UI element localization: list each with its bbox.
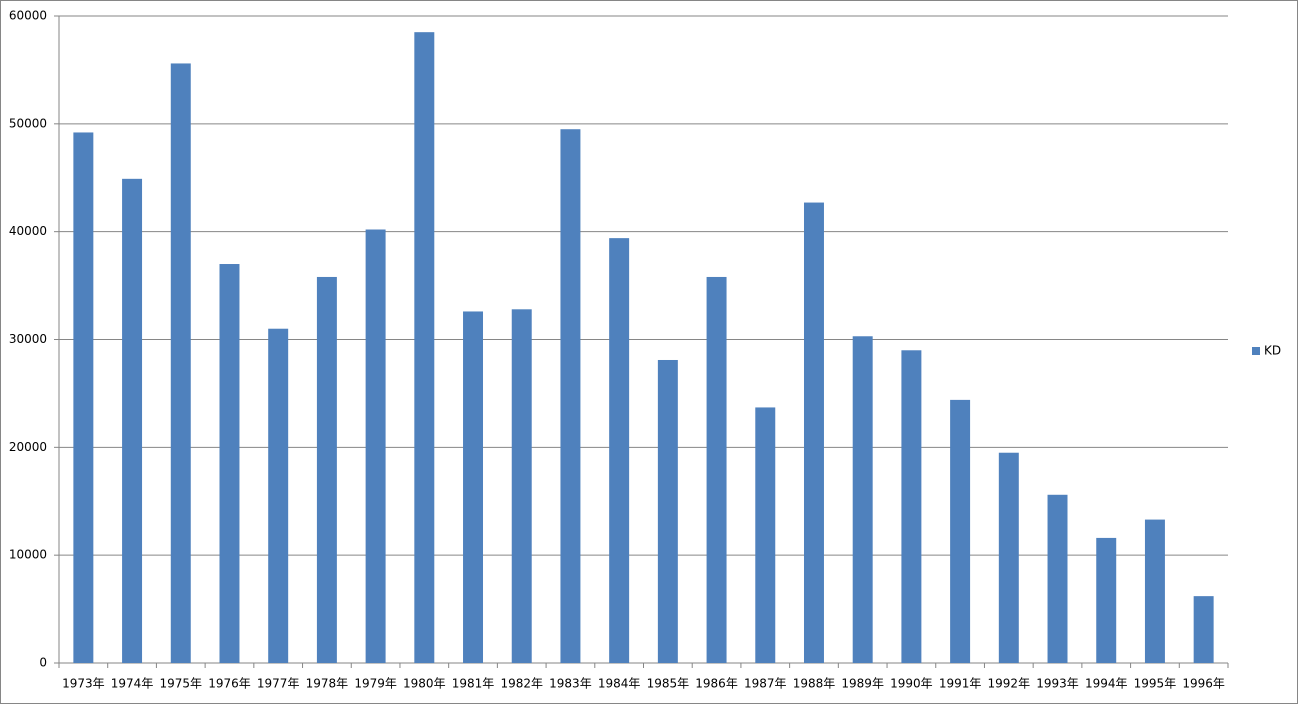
x-tick-label: 1991年 — [939, 677, 982, 691]
bar — [1193, 596, 1214, 663]
x-tick-label: 1978年 — [306, 677, 349, 691]
bar — [463, 311, 484, 663]
x-tick-label: 1983年 — [549, 677, 592, 691]
bar — [365, 229, 386, 663]
bar — [803, 202, 824, 663]
bar — [755, 407, 776, 663]
x-tick-label: 1975年 — [159, 677, 202, 691]
bar — [657, 359, 678, 663]
bar — [268, 328, 289, 663]
bar — [950, 399, 971, 663]
x-tick-label: 1979年 — [354, 677, 397, 691]
x-tick-label: 1989年 — [841, 677, 884, 691]
bar — [998, 452, 1019, 663]
x-tick-label: 1980年 — [403, 677, 446, 691]
legend-swatch — [1252, 347, 1260, 355]
x-tick-label: 1990年 — [890, 677, 933, 691]
x-tick-label: 1996年 — [1182, 677, 1225, 691]
bar — [122, 178, 143, 663]
bar — [852, 336, 873, 663]
x-tick-label: 1995年 — [1134, 677, 1177, 691]
bar — [901, 350, 922, 663]
bar — [1047, 494, 1068, 663]
x-tick-label: 1985年 — [647, 677, 690, 691]
x-tick-label: 1977年 — [257, 677, 300, 691]
bar — [73, 132, 94, 663]
y-tick-label: 60000 — [9, 9, 47, 23]
bar — [1144, 519, 1165, 663]
legend-label: KD — [1264, 344, 1281, 358]
y-tick-label: 0 — [39, 656, 47, 670]
bar — [706, 276, 727, 663]
bar — [316, 276, 337, 663]
x-tick-label: 1992年 — [988, 677, 1031, 691]
x-tick-label: 1986年 — [695, 677, 738, 691]
x-tick-label: 1988年 — [793, 677, 836, 691]
x-tick-label: 1987年 — [744, 677, 787, 691]
y-tick-label: 50000 — [9, 116, 47, 130]
x-tick-label: 1973年 — [62, 677, 105, 691]
bar — [414, 32, 435, 664]
y-tick-label: 10000 — [9, 548, 47, 562]
bar — [219, 264, 240, 663]
x-tick-label: 1976年 — [208, 677, 251, 691]
bar — [511, 309, 532, 663]
y-tick-label: 30000 — [9, 332, 47, 346]
bar — [1096, 537, 1117, 663]
y-tick-label: 40000 — [9, 224, 47, 238]
y-tick-label: 20000 — [9, 440, 47, 454]
bar — [170, 63, 191, 664]
x-tick-label: 1994年 — [1085, 677, 1128, 691]
x-tick-label: 1984年 — [598, 677, 641, 691]
x-tick-label: 1982年 — [500, 677, 543, 691]
x-tick-label: 1974年 — [111, 677, 154, 691]
bar — [560, 129, 581, 664]
x-tick-label: 1981年 — [452, 677, 495, 691]
bar — [609, 238, 630, 664]
x-tick-label: 1993年 — [1036, 677, 1079, 691]
